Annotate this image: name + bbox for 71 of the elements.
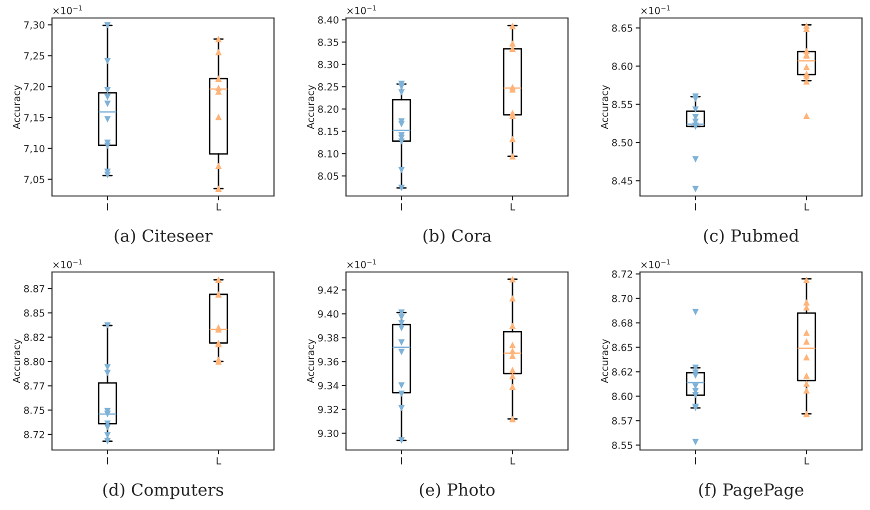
y-tick-label: 9.34	[318, 382, 339, 390]
x-tick-label: L	[804, 457, 810, 464]
y-tick-label: 8.30	[318, 60, 338, 68]
x-axis-title: (b) Cora	[423, 229, 492, 244]
y-tick-label: 8.60	[612, 62, 632, 70]
x-tick-label: L	[216, 457, 222, 464]
x-tick-label: I	[695, 457, 696, 464]
y-tick-label: 8.77	[24, 382, 44, 390]
y-tick-label: 8.50	[612, 139, 632, 146]
x-tick-label: I	[107, 203, 108, 210]
y-tick-label: 8.65	[612, 24, 632, 32]
text: ×10$^{−1}$	[347, 259, 376, 268]
y-tick-label: 7,10	[24, 144, 44, 154]
y-tick-label: 8.70	[612, 294, 632, 302]
x-tick-label: L	[510, 203, 516, 210]
y-tick-label: 8.82	[24, 334, 44, 341]
y-tick-label: 8.72	[612, 270, 632, 278]
y-axis-title: Accuracy	[12, 85, 22, 130]
y-axis-title: Accuracy	[600, 85, 610, 130]
y-tick-label: 8.25	[318, 83, 338, 91]
y-tick-label: 8.05	[318, 172, 338, 180]
y-tick-label: 8.62	[612, 368, 632, 376]
text: ×10$^{−1}$	[53, 5, 82, 14]
x-tick-label: I	[107, 457, 108, 464]
text: ×10$^{−1}$	[347, 5, 376, 14]
y-tick-label: 8.85	[24, 309, 44, 317]
x-tick-label: L	[216, 203, 222, 210]
text: ×10$^{−1}$	[641, 259, 670, 268]
y-tick-label: 9.42	[318, 286, 338, 294]
y-tick-label: 9.36	[318, 358, 338, 366]
y-tick-label: 8.60	[612, 392, 632, 400]
y-tick-label: 8.45	[612, 177, 632, 185]
x-tick-label: I	[695, 203, 696, 210]
x-axis-title: (f) PagePage	[699, 483, 804, 500]
y-tick-label: 8.68	[612, 319, 632, 327]
y-tick-label: 7,30	[24, 21, 44, 30]
x-axis-title: (d) Computers	[103, 483, 224, 500]
y-tick-label: 8.72	[24, 430, 44, 438]
y-tick-label: 8.55	[612, 100, 632, 108]
y-tick-label: 8.35	[318, 38, 338, 46]
y-tick-label: 8.75	[24, 406, 44, 414]
y-tick-label: 8.80	[24, 358, 44, 366]
y-tick-label: 9.32	[318, 406, 338, 414]
x-tick-label: L	[804, 203, 810, 210]
y-tick-label: 7,15	[24, 114, 44, 122]
x-axis-title: (a) Citeseer	[114, 229, 213, 244]
y-tick-label: 8.57	[612, 417, 632, 424]
y-tick-label: 8.87	[24, 285, 44, 292]
y-tick-label: 9.38	[318, 334, 338, 342]
x-tick-label: I	[401, 457, 402, 464]
y-axis-title: Accuracy	[306, 85, 316, 130]
x-tick-label: I	[401, 203, 402, 210]
y-tick-label: 7,20	[24, 83, 44, 92]
text: ×10$^{−1}$	[641, 5, 670, 14]
y-tick-label: 8.20	[318, 105, 338, 113]
y-axis-title: Accuracy	[306, 339, 316, 384]
x-axis-title: (e) Photo	[420, 483, 495, 498]
y-axis-title: Accuracy	[12, 339, 22, 384]
y-tick-label: 9.30	[318, 430, 338, 438]
text: ×10$^{−1}$	[53, 259, 82, 268]
y-tick-label: 8.40	[318, 16, 338, 24]
x-tick-label: L	[510, 457, 516, 464]
y-tick-label: 8.15	[318, 128, 338, 136]
y-tick-label: 9.40	[318, 310, 338, 318]
y-axis-title: Accuracy	[600, 339, 610, 384]
y-tick-label: 7,25	[24, 52, 44, 61]
y-tick-label: 7,05	[24, 176, 44, 184]
y-tick-label: 8.65	[612, 344, 632, 352]
x-axis-title: (c) Pubmed	[704, 229, 799, 244]
y-tick-label: 8.55	[612, 442, 632, 449]
y-tick-label: 8.10	[318, 150, 338, 158]
